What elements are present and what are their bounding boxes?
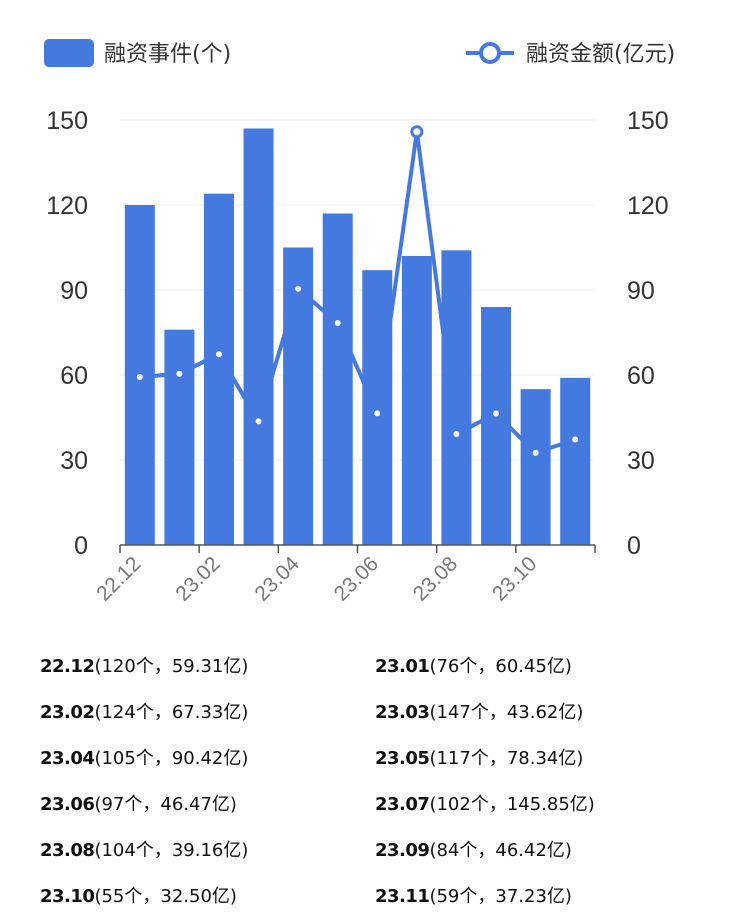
summary-detail: (97个，46.47亿) <box>94 794 237 815</box>
right-y-axis: 0 30 60 90 120 150 <box>627 107 669 560</box>
summary-detail: (147个，43.62亿) <box>429 702 584 723</box>
left-y-tick-label: 150 <box>46 107 88 135</box>
line-point-23.02 <box>215 351 222 358</box>
summary-item: 23.09(84个，46.42亿) <box>375 839 710 863</box>
summary-item: 23.03(147个，43.62亿) <box>375 701 710 725</box>
summary-month: 22.12 <box>40 656 95 677</box>
x-tick-label: 23.06 <box>330 552 383 605</box>
left-y-tick-label: 90 <box>60 277 88 305</box>
right-y-tick-label: 120 <box>627 192 669 220</box>
legend-label-events: 融资事件(个) <box>104 42 231 67</box>
left-y-tick-label: 30 <box>60 447 88 475</box>
x-tick-label: 23.10 <box>488 552 541 605</box>
right-y-tick-label: 30 <box>627 447 655 475</box>
bar-23.07 <box>401 256 432 545</box>
x-tick-label: 23.02 <box>171 552 224 605</box>
bar-23.08 <box>441 250 472 546</box>
summary-detail: (117个，78.34亿) <box>429 748 584 769</box>
summary-month: 23.04 <box>40 748 95 769</box>
bar-23.01 <box>164 329 195 545</box>
summary-item: 23.08(104个，39.16亿) <box>40 839 375 863</box>
x-tick-label: 23.08 <box>409 552 462 605</box>
summary-list: 22.12(120个，59.31亿) 23.01(76个，60.45亿) 23.02… <box>40 655 720 909</box>
bar-23.10 <box>520 389 551 545</box>
summary-detail: (59个，37.23亿) <box>429 886 572 907</box>
summary-item: 23.05(117个，78.34亿) <box>375 747 710 771</box>
summary-detail: (84个，46.42亿) <box>429 840 572 861</box>
bar-23.11 <box>560 377 591 545</box>
right-y-tick-label: 90 <box>627 277 655 305</box>
summary-month: 23.01 <box>375 656 430 677</box>
summary-detail: (104个，39.16亿) <box>94 840 249 861</box>
left-y-tick-label: 60 <box>60 362 88 390</box>
summary-month: 23.05 <box>375 748 430 769</box>
right-y-tick-label: 0 <box>627 532 641 560</box>
left-y-tick-label: 0 <box>74 532 88 560</box>
summary-month: 23.10 <box>40 886 95 907</box>
summary-month: 23.08 <box>40 840 95 861</box>
summary-item: 23.07(102个，145.85亿) <box>375 793 710 817</box>
grid-lines <box>120 119 595 461</box>
summary-item: 22.12(120个，59.31亿) <box>40 655 375 679</box>
summary-item: 23.10(55个，32.50亿) <box>40 885 375 909</box>
line-point-23.11 <box>572 436 579 443</box>
bar-23.05 <box>322 213 353 545</box>
line-point-23.06 <box>374 410 381 417</box>
chart-legend: 融资事件(个) 融资金额(亿元) <box>44 39 675 67</box>
legend-marker-line <box>479 42 501 64</box>
summary-month: 23.06 <box>40 794 95 815</box>
summary-month: 23.09 <box>375 840 430 861</box>
summary-item: 23.11(59个，37.23亿) <box>375 885 710 909</box>
summary-item: 23.06(97个，46.47亿) <box>40 793 375 817</box>
summary-item: 23.02(124个，67.33亿) <box>40 701 375 725</box>
bar-series <box>124 128 591 546</box>
legend-swatch-bar <box>44 39 94 67</box>
summary-month: 23.11 <box>375 886 430 907</box>
left-y-tick-label: 120 <box>46 192 88 220</box>
summary-detail: (124个，67.33亿) <box>94 702 249 723</box>
summary-detail: (105个，90.42亿) <box>94 748 249 769</box>
line-point-23.08 <box>453 431 460 438</box>
x-tick-label: 22.12 <box>92 552 145 605</box>
line-point-23.03 <box>255 418 262 425</box>
line-point-22.12 <box>136 373 143 380</box>
summary-detail: (55个，32.50亿) <box>94 886 237 907</box>
line-point-23.09 <box>493 410 500 417</box>
amount-line <box>139 129 576 455</box>
summary-month: 23.03 <box>375 702 430 723</box>
summary-detail: (102个，145.85亿) <box>429 794 595 815</box>
line-point-23.05 <box>334 320 341 327</box>
line-point-23.01 <box>176 370 183 377</box>
summary-month: 23.07 <box>375 794 430 815</box>
line-series <box>136 125 579 456</box>
combo-chart: 融资事件(个) 融资金额(亿元) 0 30 60 90 120 150 0 30 60 90 12… <box>44 39 675 606</box>
left-y-axis: 0 30 60 90 120 150 <box>46 107 88 560</box>
right-y-tick-label: 150 <box>627 107 669 135</box>
right-y-tick-label: 60 <box>627 362 655 390</box>
summary-item: 23.04(105个，90.42亿) <box>40 747 375 771</box>
line-point-23.10 <box>532 449 539 456</box>
bar-23.03 <box>243 128 274 545</box>
x-tick-label: 23.04 <box>250 552 304 606</box>
summary-month: 23.02 <box>40 702 95 723</box>
summary-detail: (120个，59.31亿) <box>94 656 249 677</box>
summary-item: 23.01(76个，60.45亿) <box>375 655 710 679</box>
legend-label-amount: 融资金额(亿元) <box>526 42 675 67</box>
x-axis: 22.12 23.02 23.04 23.06 23.08 23.10 <box>92 544 596 606</box>
line-point-23.04 <box>295 285 302 292</box>
summary-detail: (76个，60.45亿) <box>429 656 572 677</box>
line-point-max-23.07 <box>410 125 424 139</box>
